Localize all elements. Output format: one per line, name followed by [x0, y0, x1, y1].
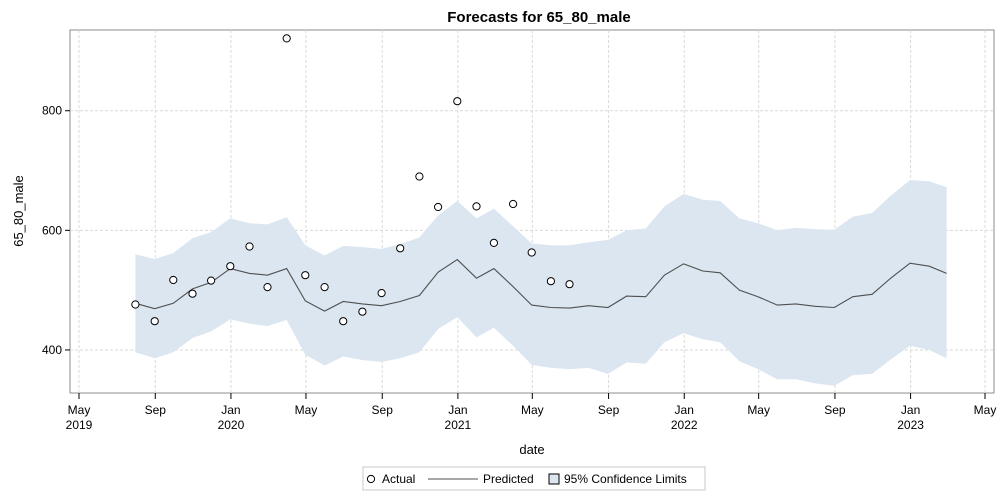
- x-tick-month-label: Jan: [448, 403, 467, 417]
- x-tick-month-label: Jan: [221, 403, 240, 417]
- x-tick-year-label: 2020: [218, 418, 245, 432]
- x-tick-month-label: Sep: [598, 403, 620, 417]
- legend-confidence-label: 95% Confidence Limits: [564, 472, 687, 486]
- x-tick-month-label: May: [521, 403, 544, 417]
- x-tick-year-label: 2023: [897, 418, 924, 432]
- x-tick-year-label: 2019: [66, 418, 93, 432]
- x-tick-month-label: Sep: [824, 403, 846, 417]
- x-tick-month-label: May: [974, 403, 997, 417]
- actual-point: [434, 202, 443, 212]
- actual-point: [207, 276, 216, 285]
- chart-title: Forecasts for 65_80_male: [447, 9, 630, 26]
- actual-point: [489, 238, 498, 247]
- actual-point: [527, 248, 536, 257]
- x-tick-month-label: Jan: [901, 403, 920, 417]
- actual-point: [150, 317, 159, 326]
- y-tick-label: 800: [42, 104, 62, 118]
- legend-predicted-label: Predicted: [483, 472, 534, 486]
- actual-point: [508, 199, 518, 209]
- y-tick-label: 400: [42, 343, 62, 357]
- actual-point: [169, 275, 178, 285]
- actual-point: [453, 97, 462, 106]
- actual-point: [226, 262, 235, 271]
- confidence-band-layer: [135, 180, 947, 386]
- legend-actual-label: Actual: [382, 472, 415, 486]
- x-tick-year-label: 2021: [445, 418, 472, 432]
- y-axis: 400 600 800: [42, 104, 70, 357]
- actual-point: [245, 242, 254, 251]
- legend: Actual Predicted 95% Confidence Limits: [362, 466, 706, 491]
- predicted-line: [135, 258, 947, 312]
- x-tick-month-label: Sep: [372, 403, 394, 417]
- legend-frame: [362, 466, 706, 491]
- actual-point: [282, 34, 291, 43]
- legend-confidence-swatch: [548, 473, 560, 485]
- x-tick-month-label: Jan: [675, 403, 694, 417]
- actual-point: [565, 280, 574, 289]
- predicted-line-layer: [135, 258, 947, 312]
- x-tick-month-label: Sep: [145, 403, 167, 417]
- actual-point: [358, 307, 367, 316]
- actual-point: [415, 172, 424, 181]
- x-axis-label: date: [519, 442, 544, 457]
- actual-point: [131, 300, 140, 309]
- actual-point: [396, 244, 405, 253]
- legend-actual-marker: [366, 474, 376, 484]
- x-tick-month-label: May: [68, 403, 91, 417]
- actual-point: [188, 289, 197, 298]
- actual-point: [472, 202, 481, 211]
- x-tick-month-label: May: [295, 403, 318, 417]
- actual-point: [263, 283, 272, 292]
- actual-point: [339, 317, 348, 326]
- y-axis-label: 65_80_male: [11, 175, 26, 247]
- y-tick-label: 600: [42, 223, 62, 237]
- actual-point: [377, 289, 386, 298]
- x-tick-month-label: May: [747, 403, 770, 417]
- actual-point: [301, 271, 310, 280]
- actual-markers-layer: [131, 34, 574, 326]
- actual-point: [546, 277, 556, 286]
- x-tick-year-label: 2022: [671, 418, 698, 432]
- confidence-band: [135, 180, 947, 386]
- actual-point: [320, 283, 329, 292]
